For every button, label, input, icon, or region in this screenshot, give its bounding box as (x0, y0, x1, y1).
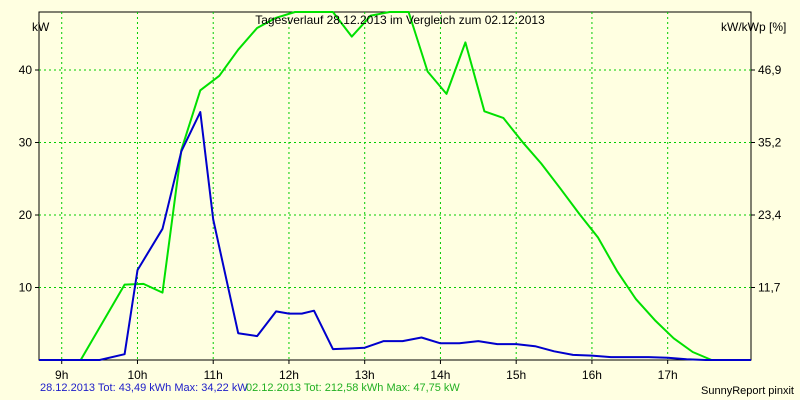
footer-blue-summary: 28.12.2013 Tot: 43,49 kWh Max: 34,22 kW (40, 382, 248, 394)
footer-green-summary: 02.12.2013 Tot: 212,58 kWh Max: 47,75 kW (246, 382, 460, 394)
y-tick-label-left: 30 (19, 136, 33, 150)
x-tick-label: 11h (204, 368, 223, 382)
y-tick-label-right: 23,4 (758, 208, 782, 222)
series-layer (39, 11, 751, 361)
axis-ticks: 9h 10h 11h 12h 13h 14h 15h 16h 17h 10 11,7 20 23,4 30… (19, 63, 782, 382)
x-tick-label: 15h (506, 368, 526, 382)
x-tick-label: 10h (127, 368, 147, 382)
x-tick-label: 13h (355, 368, 375, 382)
y-tick-label-left: 40 (19, 63, 33, 77)
y-axis-left-label: kW (32, 20, 50, 34)
y-tick-label-right: 46,9 (758, 63, 782, 77)
y-tick-label-left: 10 (19, 281, 33, 295)
y-tick-label-right: 35,2 (758, 136, 782, 150)
series-line-28-12-2013 (39, 111, 751, 361)
x-tick-label: 14h (430, 368, 450, 382)
x-tick-label: 12h (279, 368, 299, 382)
x-tick-label: 16h (582, 368, 602, 382)
y-axis-right-label: kW/kWp [%] (721, 20, 786, 34)
x-tick-label: 9h (55, 368, 68, 382)
x-tick-label: 17h (658, 368, 678, 382)
y-tick-label-left: 20 (19, 208, 33, 222)
chart-title: Tagesverlauf 28.12.2013 im Vergleich zum… (255, 13, 545, 27)
series-line-02-12-2013 (39, 11, 751, 361)
grid (39, 12, 751, 360)
y-tick-label-right: 11,7 (758, 281, 781, 295)
footer-brand: SunnyReport pinxit (701, 385, 794, 397)
